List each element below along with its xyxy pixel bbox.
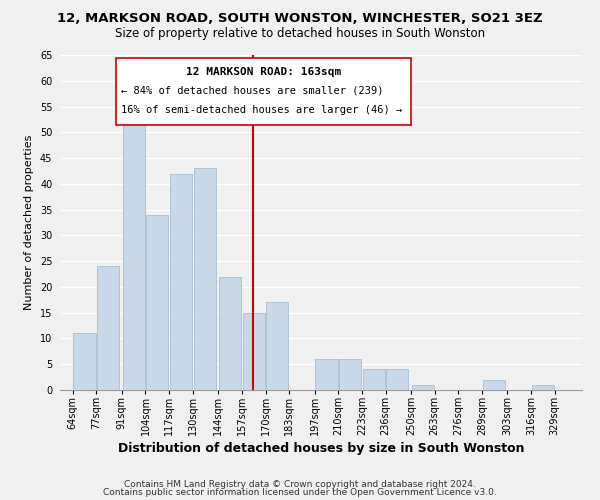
Bar	[73, 334, 95, 390]
Bar	[339, 359, 361, 390]
Bar	[362, 370, 385, 390]
Bar	[316, 359, 338, 390]
Text: ← 84% of detached houses are smaller (239): ← 84% of detached houses are smaller (23…	[121, 86, 383, 96]
Bar	[412, 385, 434, 390]
Bar	[146, 215, 169, 390]
FancyBboxPatch shape	[116, 58, 411, 124]
Text: Contains HM Land Registry data © Crown copyright and database right 2024.: Contains HM Land Registry data © Crown c…	[124, 480, 476, 489]
Bar	[532, 385, 554, 390]
Bar	[386, 370, 409, 390]
Text: Size of property relative to detached houses in South Wonston: Size of property relative to detached ho…	[115, 28, 485, 40]
Y-axis label: Number of detached properties: Number of detached properties	[25, 135, 34, 310]
Bar	[242, 312, 265, 390]
X-axis label: Distribution of detached houses by size in South Wonston: Distribution of detached houses by size …	[118, 442, 524, 455]
Text: Contains public sector information licensed under the Open Government Licence v3: Contains public sector information licen…	[103, 488, 497, 497]
Bar	[219, 276, 241, 390]
Text: 12, MARKSON ROAD, SOUTH WONSTON, WINCHESTER, SO21 3EZ: 12, MARKSON ROAD, SOUTH WONSTON, WINCHES…	[57, 12, 543, 26]
Bar	[194, 168, 215, 390]
Bar	[482, 380, 505, 390]
Text: 16% of semi-detached houses are larger (46) →: 16% of semi-detached houses are larger (…	[121, 105, 402, 115]
Bar	[170, 174, 192, 390]
Bar	[266, 302, 289, 390]
Bar	[97, 266, 119, 390]
Text: 12 MARKSON ROAD: 163sqm: 12 MARKSON ROAD: 163sqm	[186, 67, 341, 77]
Bar	[122, 112, 145, 390]
